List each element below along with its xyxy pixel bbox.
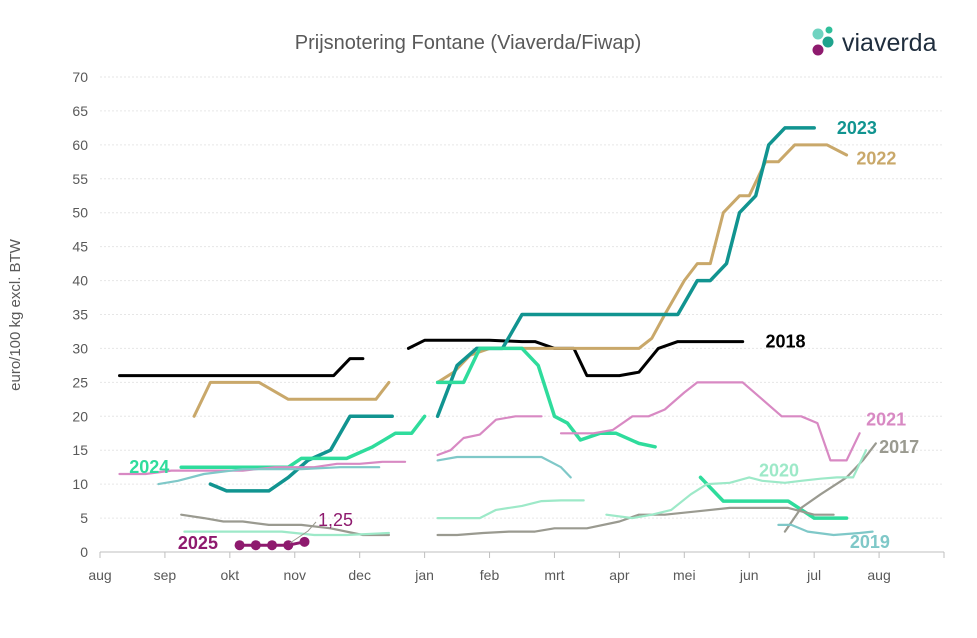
series-line-2019 [436,455,572,479]
axes [99,551,945,558]
y-tick-label: 15 [72,442,88,458]
series-label-2021: 2021 [866,410,906,430]
series-label-2024: 2024 [129,457,169,477]
x-tick-label: dec [348,567,371,583]
x-tick-label: jul [806,567,821,583]
series-line-2024-b [698,475,849,520]
series-labels: 2023 2022 2018 2021 2017 2020 2019 2024 2025 [129,118,919,553]
viaverda-logo-icon [812,26,834,56]
series-lines [118,126,877,551]
series-line-2017 [180,513,390,537]
series-line-2017 [436,506,835,537]
y-tick-label: 65 [72,103,88,119]
series-line-2020 [605,449,868,520]
annotation-1-25: 1,25 [289,510,353,544]
series-label-2017: 2017 [879,437,919,457]
x-tick-label: nov [283,567,306,583]
x-tick-label: feb [480,567,500,583]
series-line-2024 [179,414,427,469]
y-tick-label: 0 [80,544,88,560]
y-tick-label: 10 [72,476,88,492]
data-point-2025 [250,540,261,551]
series-line-2021 [559,381,861,462]
y-tick-label: 35 [72,307,88,323]
series-line-2021 [436,415,543,457]
series-line-2019 [157,466,381,486]
y-tick-label: 55 [72,171,88,187]
series-label-2019: 2019 [850,532,890,552]
series-line-2017 [783,442,877,533]
series-line-2023 [208,414,394,493]
data-point-2025 [267,540,278,551]
y-axis-label: euro/100 kg excl. BTW [7,238,24,391]
y-tick-label: 40 [72,273,88,289]
data-point-2025 [234,540,245,551]
y-tick-label: 60 [72,137,88,153]
series-label-2020: 2020 [759,461,799,481]
x-tick-labels: aug sep okt nov dec jan feb mrt apr mei jun jul aug [88,567,890,583]
annotation-leader-line [289,521,317,544]
y-tick-labels: 0 5 10 15 20 25 30 35 40 45 50 55 60 65 70 [72,69,88,560]
series-line-2018 [406,338,745,378]
y-tick-label: 5 [80,510,88,526]
x-tick-label: jun [739,567,759,583]
x-tick-label: okt [221,567,240,583]
series-line-2019 [777,523,874,537]
y-tick-label: 50 [72,205,88,221]
x-tick-label: apr [609,567,630,583]
y-tick-label: 30 [72,340,88,356]
x-tick-label: aug [867,567,890,583]
series-label-2023: 2023 [837,118,877,138]
series-label-2025: 2025 [178,533,218,553]
y-tick-label: 70 [72,69,88,85]
gridlines [100,76,944,519]
chart-title: Prijsnotering Fontane (Viaverda/Fiwap) [295,32,641,54]
series-line-2024 [435,346,657,449]
y-tick-label: 25 [72,374,88,390]
x-tick-label: aug [88,567,111,583]
series-line-2018 [118,357,365,378]
viaverda-logo: viaverda [812,26,937,57]
series-line-2020 [183,530,390,537]
x-tick-label: jan [414,567,434,583]
x-tick-label: sep [154,567,177,583]
y-tick-label: 20 [72,408,88,424]
series-label-2018: 2018 [765,332,805,352]
x-tick-label: mrt [544,567,564,583]
series-label-2022: 2022 [856,148,896,168]
series-line-2021 [118,460,407,476]
series-line-2022 [192,380,391,418]
annotation-label: 1,25 [318,510,353,530]
y-tick-label: 45 [72,239,88,255]
x-tick-label: mei [673,567,696,583]
series-line-2020 [436,499,585,520]
viaverda-logo-text: viaverda [842,29,937,57]
data-point-2025 [299,536,310,547]
